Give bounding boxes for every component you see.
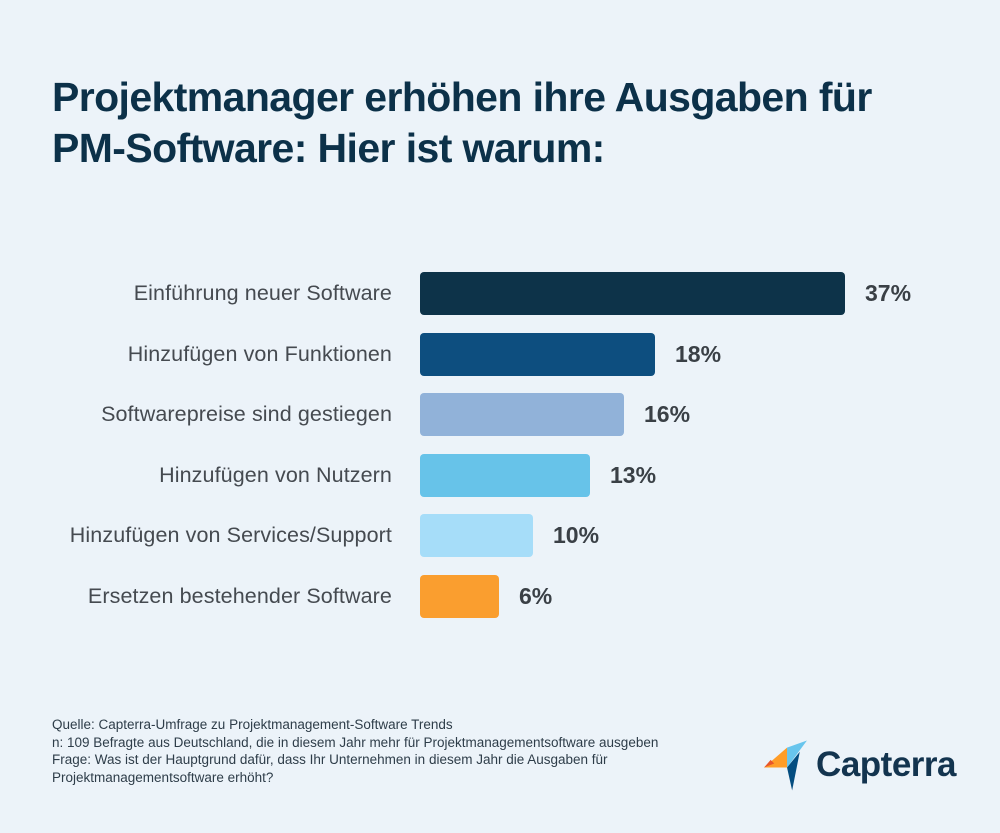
bar — [420, 272, 845, 315]
bar-chart: Einführung neuer Software 37% Hinzufügen… — [0, 272, 1000, 635]
page-title-line-1: Projektmanager erhöhen ihre Ausgaben für — [52, 74, 872, 120]
capterra-logo-icon — [764, 740, 808, 791]
page-title: Projektmanager erhöhen ihre Ausgaben für… — [52, 72, 952, 174]
bar — [420, 393, 624, 436]
page-title-line-2: PM-Software: Hier ist warum: — [52, 125, 605, 171]
bar-area: 10% — [420, 514, 599, 557]
bar-row: Hinzufügen von Services/Support 10% — [0, 514, 1000, 557]
bar — [420, 453, 590, 497]
bar-row: Einführung neuer Software 37% — [0, 272, 1000, 315]
value-label: 10% — [553, 522, 600, 548]
category-label: Hinzufügen von Funktionen — [127, 341, 392, 366]
category-label: Einführung neuer Software — [133, 281, 392, 305]
bar — [420, 332, 655, 376]
capterra-logo: Capterra — [763, 738, 956, 792]
value-label: 13% — [610, 461, 657, 488]
bar-row: Hinzufügen von Funktionen 18% — [0, 332, 1000, 376]
bar-area: 16% — [420, 393, 690, 436]
footnote-line-quelle: Quelle: Capterra-Umfrage zu Projektmanag… — [52, 717, 453, 732]
value-label: 16% — [644, 401, 691, 427]
category-label: Hinzufügen von Nutzern — [159, 462, 392, 487]
bar-area: 37% — [420, 272, 911, 315]
bar — [420, 574, 499, 618]
bar-row: Softwarepreise sind gestiegen 16% — [0, 393, 1000, 436]
bar-area: 18% — [420, 332, 722, 376]
value-label: 37% — [865, 280, 912, 306]
category-label: Ersetzen bestehender Software — [87, 583, 392, 608]
value-label: 6% — [519, 582, 553, 609]
bar — [420, 514, 533, 557]
bar-row: Hinzufügen von Nutzern 13% — [0, 453, 1000, 497]
category-label: Softwarepreise sind gestiegen — [101, 402, 392, 426]
footnote-line-n: n: 109 Befragte aus Deutschland, die in … — [52, 734, 659, 750]
bar-area: 13% — [420, 453, 657, 497]
footnote-line-frage: Frage: Was ist der Hauptgrund dafür, das… — [52, 752, 608, 768]
source-footnote: Quelle: Capterra-Umfrage zu Projektmanag… — [52, 716, 692, 786]
value-label: 18% — [675, 340, 722, 367]
footnote-line-frage-2: Projektmanagementsoftware erhöht? — [52, 769, 274, 785]
bar-area: 6% — [420, 574, 553, 618]
category-label: Hinzufügen von Services/Support — [69, 523, 392, 547]
capterra-wordmark: Capterra — [816, 745, 956, 784]
bar-row: Ersetzen bestehender Software 6% — [0, 574, 1000, 618]
